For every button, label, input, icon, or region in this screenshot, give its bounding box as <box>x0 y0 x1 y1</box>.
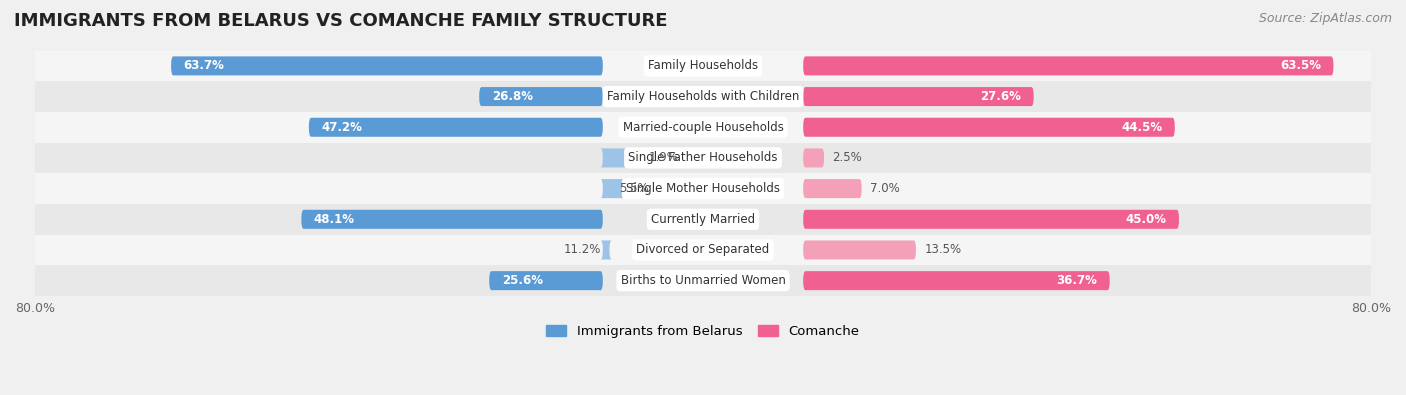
Text: Divorced or Separated: Divorced or Separated <box>637 243 769 256</box>
FancyBboxPatch shape <box>803 118 1175 137</box>
Text: 2.5%: 2.5% <box>832 151 862 164</box>
Text: IMMIGRANTS FROM BELARUS VS COMANCHE FAMILY STRUCTURE: IMMIGRANTS FROM BELARUS VS COMANCHE FAMI… <box>14 12 668 30</box>
Text: 26.8%: 26.8% <box>492 90 533 103</box>
Text: 7.0%: 7.0% <box>870 182 900 195</box>
Text: Married-couple Households: Married-couple Households <box>623 121 783 134</box>
Text: Currently Married: Currently Married <box>651 213 755 226</box>
Text: Births to Unmarried Women: Births to Unmarried Women <box>620 274 786 287</box>
Text: 36.7%: 36.7% <box>1056 274 1097 287</box>
Text: 5.5%: 5.5% <box>619 182 648 195</box>
Text: 48.1%: 48.1% <box>314 213 354 226</box>
Text: Source: ZipAtlas.com: Source: ZipAtlas.com <box>1258 12 1392 25</box>
Text: 13.5%: 13.5% <box>924 243 962 256</box>
Text: 11.2%: 11.2% <box>564 243 602 256</box>
Bar <box>35 204 1371 235</box>
Text: 25.6%: 25.6% <box>502 274 543 287</box>
Text: 1.9%: 1.9% <box>650 151 679 164</box>
Bar <box>35 173 1371 204</box>
Text: Single Father Households: Single Father Households <box>628 151 778 164</box>
Bar <box>35 51 1371 81</box>
FancyBboxPatch shape <box>803 149 824 167</box>
FancyBboxPatch shape <box>479 87 603 106</box>
FancyBboxPatch shape <box>600 149 689 167</box>
Text: Family Households with Children: Family Households with Children <box>607 90 799 103</box>
FancyBboxPatch shape <box>600 241 612 260</box>
FancyBboxPatch shape <box>489 271 603 290</box>
Text: 45.0%: 45.0% <box>1125 213 1167 226</box>
FancyBboxPatch shape <box>803 56 1333 75</box>
FancyBboxPatch shape <box>309 118 603 137</box>
Text: 44.5%: 44.5% <box>1121 121 1163 134</box>
Text: Family Households: Family Households <box>648 59 758 72</box>
Text: 27.6%: 27.6% <box>980 90 1021 103</box>
Bar <box>35 265 1371 296</box>
FancyBboxPatch shape <box>803 210 1180 229</box>
FancyBboxPatch shape <box>803 271 1109 290</box>
FancyBboxPatch shape <box>803 241 915 260</box>
Bar <box>35 143 1371 173</box>
FancyBboxPatch shape <box>600 179 659 198</box>
FancyBboxPatch shape <box>301 210 603 229</box>
Text: 47.2%: 47.2% <box>322 121 363 134</box>
Bar <box>35 235 1371 265</box>
Bar <box>35 112 1371 143</box>
FancyBboxPatch shape <box>172 56 603 75</box>
Text: 63.7%: 63.7% <box>184 59 225 72</box>
Bar <box>35 81 1371 112</box>
Text: 63.5%: 63.5% <box>1279 59 1320 72</box>
FancyBboxPatch shape <box>803 179 862 198</box>
Legend: Immigrants from Belarus, Comanche: Immigrants from Belarus, Comanche <box>541 320 865 343</box>
FancyBboxPatch shape <box>803 87 1033 106</box>
Text: Single Mother Households: Single Mother Households <box>626 182 780 195</box>
